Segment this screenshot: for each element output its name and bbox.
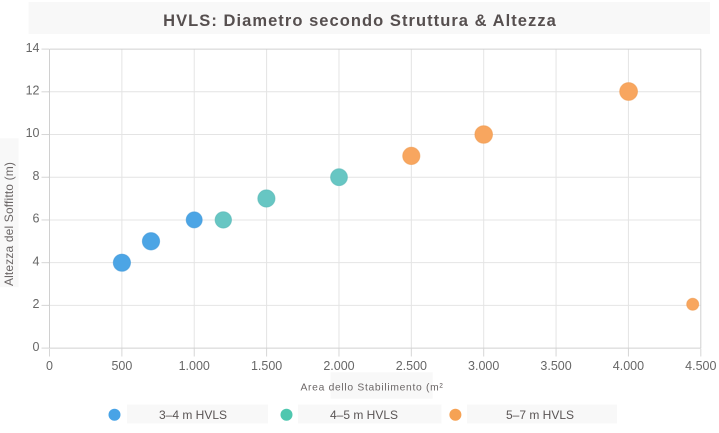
svg-text:4: 4 [33,254,40,268]
svg-text:12: 12 [26,84,40,98]
svg-text:Altezza del Soffitto (m): Altezza del Soffitto (m) [2,162,16,286]
svg-text:0: 0 [33,340,40,354]
svg-text:Area dello Stabilimento (m²: Area dello Stabilimento (m² [300,383,443,394]
svg-text:3.000: 3.000 [468,359,499,373]
svg-text:6: 6 [33,212,40,226]
svg-text:0: 0 [46,359,53,373]
svg-text:HVLS: Diametro secondo Struttu: HVLS: Diametro secondo Struttura & Altez… [163,12,557,30]
svg-text:5–7 m HVLS: 5–7 m HVLS [506,408,574,422]
svg-text:1.500: 1.500 [251,359,282,373]
svg-text:2.500: 2.500 [396,359,427,373]
svg-text:4–5 m HVLS: 4–5 m HVLS [330,408,398,422]
svg-text:1.000: 1.000 [179,359,210,373]
svg-text:500: 500 [111,359,132,373]
svg-text:10: 10 [26,126,40,140]
svg-text:4.000: 4.000 [613,359,644,373]
svg-text:14: 14 [26,41,40,55]
svg-text:4.500: 4.500 [685,359,716,373]
svg-text:2.000: 2.000 [323,359,354,373]
svg-text:8: 8 [33,169,40,183]
svg-text:3.500: 3.500 [540,359,571,373]
svg-text:3–4 m HVLS: 3–4 m HVLS [159,408,227,422]
svg-text:2: 2 [33,297,40,311]
